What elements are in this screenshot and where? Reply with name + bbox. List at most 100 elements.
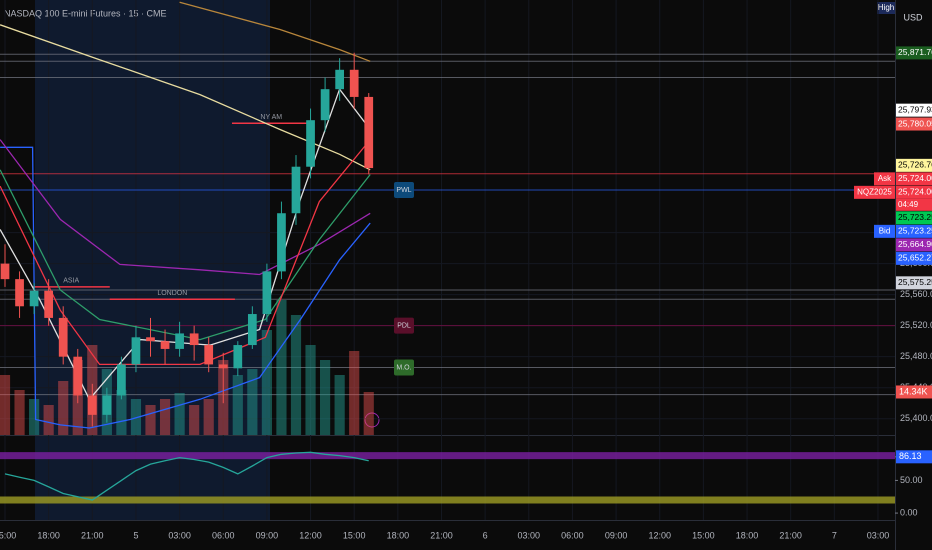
currency: USD (903, 12, 923, 22)
candle-body (349, 69, 359, 97)
volume-bar (363, 391, 374, 435)
candle-body (73, 356, 83, 396)
candle-body (175, 333, 184, 349)
volume-tag: 14.34K (899, 386, 928, 396)
x-tick-label: 12:00 (648, 530, 671, 540)
level-tag: PDL (397, 323, 411, 330)
price-tag-bg (896, 251, 932, 265)
price-tag: 25,726.76 (898, 160, 932, 170)
candle-body (44, 290, 54, 318)
x-tick-label: 03:00 (867, 530, 890, 540)
ma-line (0, 146, 371, 429)
volume-bar (116, 390, 127, 435)
price-tag-bg (896, 103, 932, 117)
y-tick-label: 25,480.00 (900, 351, 932, 361)
osc-tag-bg (896, 450, 932, 464)
y-tick-label: 25,560.00 (900, 289, 932, 299)
y-tick-label: 25,400.00 (900, 413, 932, 423)
event-icon (364, 412, 380, 428)
volume-bar (232, 375, 243, 435)
x-tick-label: 18:00 (736, 530, 759, 540)
session-label: NY AM (260, 114, 282, 121)
price-tag-bg (896, 117, 932, 131)
volume-bar (261, 330, 272, 435)
session-label: LONDON (157, 290, 187, 297)
price-tag-prefix: Ask (878, 174, 892, 183)
volume-bar (276, 300, 287, 435)
candle-body (160, 341, 170, 349)
price-tag: 25,724.00 (898, 187, 932, 197)
osc-tick-label: 0.00 (900, 507, 918, 517)
session-label: ASIA (63, 278, 79, 285)
price-tag: 25,724.00 (898, 173, 932, 183)
volume-bar (58, 381, 69, 435)
candle-body (117, 364, 126, 396)
candle-body (364, 96, 374, 169)
price-tag: 25,723.25 (898, 226, 932, 236)
volume-bar (145, 405, 156, 435)
volume-bar (349, 351, 360, 435)
price-tag-prefix-bg (874, 172, 895, 186)
candle-body (189, 333, 199, 346)
price-tag: 25,871.76 (898, 47, 932, 57)
ma-line (0, 139, 371, 276)
x-tick-label: 09:00 (256, 530, 279, 540)
price-tag-sub: 04:49 (898, 200, 919, 209)
x-tick-label: 03:00 (518, 530, 541, 540)
ma-line (0, 169, 371, 341)
candle-body (218, 364, 228, 369)
volume-bar (174, 393, 185, 435)
volume-bar (320, 360, 331, 435)
candle-body (335, 69, 345, 90)
price-tag-prefix-bg (874, 224, 895, 238)
x-tick-label: 06:00 (212, 530, 235, 540)
candle-body (87, 395, 97, 415)
candle-body (0, 263, 10, 280)
level-tag: PWL (396, 187, 411, 194)
x-tick-label: 15:00 (343, 530, 366, 540)
x-tick-label: 5 (133, 530, 138, 540)
candle-body (277, 213, 286, 272)
candle-body (29, 290, 39, 307)
price-tag-prefix: NQZ2025 (857, 187, 892, 196)
candle-body (320, 89, 330, 121)
price-tag-prefix: Bid (879, 226, 891, 235)
high-tag: High (878, 3, 894, 12)
price-tag: 25,652.27 (898, 253, 932, 263)
price-tag: 25,780.05 (898, 118, 932, 128)
chart-title: NASDAQ 100 E-mini Futures · 15 · CME (4, 8, 167, 18)
session-shade (35, 0, 270, 520)
ma-line (0, 24, 371, 171)
x-tick-label: 09:00 (605, 530, 628, 540)
x-tick-label: 7 (832, 530, 837, 540)
volume-bar (334, 375, 345, 435)
price-tag-bg (896, 276, 932, 290)
candle-body (146, 337, 155, 342)
volume-bar (0, 375, 11, 435)
ma-line (0, 139, 371, 366)
price-tag-bg (896, 211, 932, 225)
price-tag: 25,664.90 (898, 239, 932, 249)
x-tick-label: 18:00 (37, 530, 60, 540)
volume-bar (305, 345, 316, 435)
candle-body (262, 271, 272, 315)
candle-body (131, 337, 141, 365)
volume-bar (29, 399, 40, 435)
candle-body (102, 395, 112, 415)
x-tick-label: 03:00 (168, 530, 191, 540)
x-tick-label: 06:00 (561, 530, 584, 540)
volume-bar (130, 399, 142, 435)
volume-bar (247, 369, 258, 435)
volume-tag-bg (896, 385, 932, 399)
oscillator-line (4, 451, 369, 501)
volume-bar (43, 405, 54, 435)
x-tick-label: 21:00 (81, 530, 104, 540)
ma-line (179, 1, 371, 62)
price-tag-bg (896, 158, 932, 172)
candle-body (247, 314, 257, 346)
x-tick-label: 18:00 (387, 530, 410, 540)
price-tag: 25,723.25 (898, 212, 932, 222)
price-tag-bg (896, 172, 932, 186)
candle-body (204, 345, 214, 365)
